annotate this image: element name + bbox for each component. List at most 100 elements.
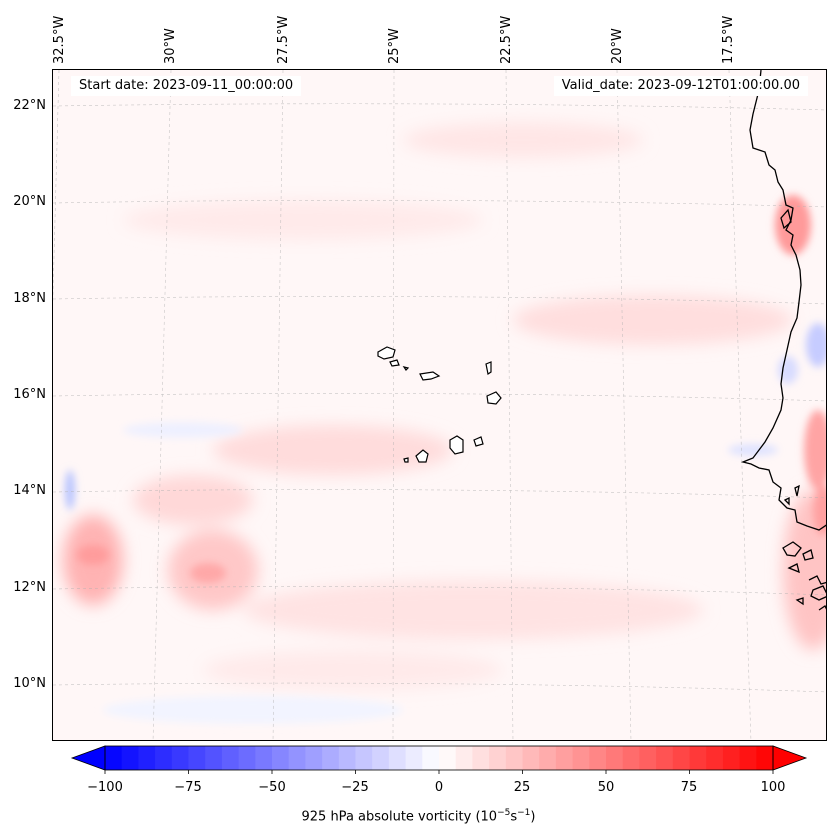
island-boa-vista bbox=[486, 391, 502, 405]
lat-label-16n: 16°N bbox=[13, 387, 46, 402]
colorbar-segment bbox=[606, 746, 624, 770]
gridline-22n bbox=[53, 103, 826, 111]
colorbar-segment bbox=[472, 746, 490, 770]
island-santa-luzia bbox=[402, 366, 410, 371]
cape-verde-islands bbox=[377, 346, 502, 463]
lon-label-17-5w: 17.5°W bbox=[721, 15, 736, 64]
colorbar-max-arrow bbox=[772, 745, 808, 771]
coastline-gambia bbox=[783, 484, 800, 506]
colorbar-segment bbox=[288, 746, 306, 770]
colorbar-segment bbox=[372, 746, 390, 770]
colorbar-segment bbox=[722, 746, 741, 770]
vorticity-map: Start date: 2023-09-11_00:00:00 Valid_da… bbox=[52, 69, 827, 741]
colorbar-segment bbox=[572, 746, 590, 770]
lon-label-32-5w: 32.5°W bbox=[52, 15, 67, 64]
lat-label-22n: 22°N bbox=[13, 98, 46, 113]
colorbar-segment bbox=[355, 746, 373, 770]
african-coastline bbox=[740, 70, 826, 611]
colorbar-segment bbox=[221, 746, 240, 770]
gridline-32-5w bbox=[53, 70, 60, 306]
colorbar-segment bbox=[138, 746, 156, 770]
colorbar-segment bbox=[539, 746, 557, 770]
lon-label-27-5w: 27.5°W bbox=[276, 15, 291, 64]
lon-label-22-5w: 22.5°W bbox=[499, 15, 514, 64]
colorbar-segment bbox=[656, 746, 674, 770]
colorbar-segment bbox=[439, 746, 457, 770]
colorbar-segment bbox=[188, 746, 206, 770]
island-santiago bbox=[449, 435, 464, 455]
coastline-main bbox=[740, 70, 826, 531]
lon-label-25w: 25°W bbox=[387, 28, 402, 64]
positive-vorticity-areas bbox=[63, 122, 826, 690]
lat-label-10n: 10°N bbox=[13, 676, 46, 691]
colorbar-segment bbox=[272, 746, 290, 770]
coastline-banc-arguin bbox=[780, 208, 792, 230]
colorbar-segment bbox=[322, 746, 340, 770]
colorbar-segment bbox=[589, 746, 607, 770]
colorbar-segment bbox=[555, 746, 574, 770]
colorbar-segments bbox=[105, 746, 774, 770]
valid-date-label: Valid_date: 2023-09-12T01:00:00.00 bbox=[553, 76, 808, 96]
colorbar-segment bbox=[756, 746, 774, 770]
lat-label-12n: 12°N bbox=[13, 580, 46, 595]
map-canvas bbox=[53, 70, 826, 740]
colorbar-segment bbox=[255, 746, 273, 770]
cb-label-mid: s bbox=[510, 809, 518, 825]
colorbar-segment bbox=[505, 746, 523, 770]
vorticity-field bbox=[63, 122, 826, 724]
cb-tick-label-0: 0 bbox=[434, 780, 444, 795]
colorbar-segment bbox=[739, 746, 757, 770]
gridline-27-5w bbox=[272, 70, 284, 740]
cb-tick-label-75: 75 bbox=[680, 780, 698, 795]
colorbar-label: 925 hPa absolute vorticity (10−5s−1) bbox=[0, 808, 837, 824]
gridline-17-5w bbox=[728, 70, 752, 740]
island-sao-vicente bbox=[389, 359, 400, 367]
colorbar-segment bbox=[405, 746, 423, 770]
lat-label-20n: 20°N bbox=[13, 194, 46, 209]
coastline-bijagos bbox=[787, 549, 814, 574]
colorbar-segment bbox=[171, 746, 189, 770]
colorbar-segment bbox=[689, 746, 707, 770]
colorbar-outline bbox=[104, 745, 774, 771]
colorbar-segment bbox=[338, 746, 356, 770]
colorbar-segment bbox=[121, 746, 139, 770]
cb-tick-label-100: 100 bbox=[760, 780, 786, 795]
coastline-guinea bbox=[808, 575, 826, 601]
island-fogo bbox=[415, 449, 429, 463]
start-date-label: Start date: 2023-09-11_00:00:00 bbox=[71, 76, 302, 96]
gridline-20w bbox=[616, 70, 632, 740]
colorbar-segment bbox=[489, 746, 507, 770]
cb-tick-label-50: 50 bbox=[597, 780, 615, 795]
colorbar-min-arrow bbox=[70, 745, 106, 771]
cb-label-main: 925 hPa absolute vorticity (10 bbox=[301, 809, 498, 825]
gridline-25w bbox=[392, 70, 395, 740]
cb-label-end: ) bbox=[530, 809, 536, 825]
island-maio bbox=[473, 436, 484, 447]
coastline-guinea-bissau bbox=[782, 541, 802, 557]
negative-vorticity-areas bbox=[65, 323, 826, 724]
island-sal bbox=[485, 361, 492, 375]
cb-label-exponent-2: −1 bbox=[517, 808, 531, 818]
cb-tick-label-minus50: −50 bbox=[258, 780, 286, 795]
colorbar-segment bbox=[105, 746, 123, 770]
lon-label-20w: 20°W bbox=[610, 28, 625, 64]
strong-vorticity-cores bbox=[77, 195, 826, 583]
colorbar-segment bbox=[622, 746, 640, 770]
colorbar-segment bbox=[522, 746, 540, 770]
cb-label-exponent-1: −5 bbox=[497, 808, 511, 818]
colorbar-segment bbox=[205, 746, 223, 770]
colorbar-segment bbox=[305, 746, 323, 770]
lat-label-14n: 14°N bbox=[13, 483, 46, 498]
cb-tick-label-minus75: −75 bbox=[174, 780, 202, 795]
colorbar-tick-marks bbox=[104, 770, 774, 774]
colorbar-segment bbox=[639, 746, 657, 770]
lat-label-18n: 18°N bbox=[13, 291, 46, 306]
island-santo-antao bbox=[377, 346, 396, 360]
colorbar-segment bbox=[706, 746, 724, 770]
colorbar-segment bbox=[672, 746, 690, 770]
lon-label-30w: 30°W bbox=[163, 28, 178, 64]
colorbar-segment bbox=[388, 746, 407, 770]
gridline-20n bbox=[53, 199, 826, 208]
cb-tick-label-minus25: −25 bbox=[341, 780, 369, 795]
island-sao-nicolau bbox=[419, 371, 441, 381]
